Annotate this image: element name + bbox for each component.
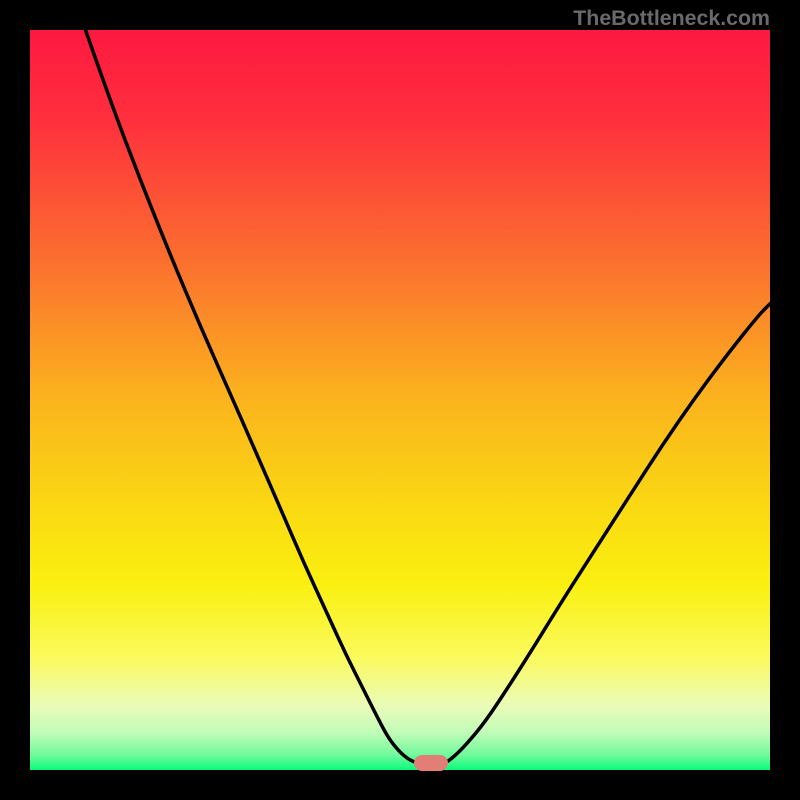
bottleneck-curve bbox=[30, 30, 770, 770]
optimal-marker bbox=[414, 755, 448, 771]
curve-path bbox=[86, 30, 771, 763]
chart-container: TheBottleneck.com bbox=[0, 0, 800, 800]
plot-area bbox=[30, 30, 770, 770]
watermark-text: TheBottleneck.com bbox=[573, 6, 770, 31]
